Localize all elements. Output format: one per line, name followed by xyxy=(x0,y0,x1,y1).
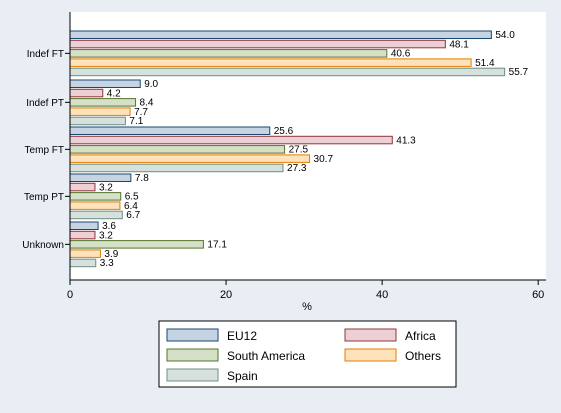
value-label: 48.1 xyxy=(449,39,469,50)
bar-africa-indef-ft xyxy=(69,39,446,49)
bars-group xyxy=(69,30,506,268)
value-label: 55.7 xyxy=(509,67,529,78)
value-label: 41.3 xyxy=(396,135,416,146)
value-label: 40.6 xyxy=(391,49,411,60)
x-tick-label: 40 xyxy=(376,289,388,301)
y-tick-label: Temp PT xyxy=(24,192,64,203)
legend-swatch xyxy=(166,348,219,362)
bar-others-unknown xyxy=(69,249,101,258)
legend: EU12 Africa South America Others Spain xyxy=(158,320,457,388)
value-label: 51.4 xyxy=(475,58,495,69)
bar-spain-unknown xyxy=(69,258,97,268)
bar-africa-unknown xyxy=(69,230,96,240)
value-label: 3.9 xyxy=(104,249,118,260)
y-tick-label: Indef FT xyxy=(27,49,64,60)
bar-south-america-indef-ft xyxy=(69,49,388,58)
value-label: 3.2 xyxy=(99,182,113,193)
value-label: 9.0 xyxy=(144,79,158,90)
bar-others-temp-ft xyxy=(69,154,311,163)
bar-others-indef-ft xyxy=(69,58,472,67)
bar-spain-indef-pt xyxy=(69,116,126,126)
value-label: 3.6 xyxy=(102,221,116,232)
bar-spain-temp-pt xyxy=(69,210,123,220)
x-axis: 0 20 40 60 xyxy=(67,279,546,301)
legend-swatch xyxy=(344,328,397,342)
bar-africa-temp-pt xyxy=(69,182,96,192)
legend-label: South America xyxy=(227,349,305,363)
bar-eu12-temp-pt xyxy=(69,173,132,182)
bar-africa-temp-ft xyxy=(69,135,393,145)
legend-label: Spain xyxy=(227,369,258,383)
value-label: 6.5 xyxy=(125,192,139,203)
value-label: 7.1 xyxy=(129,116,143,127)
bar-others-temp-pt xyxy=(69,201,121,210)
value-label: 6.7 xyxy=(126,210,140,221)
value-label: 7.7 xyxy=(134,107,148,118)
x-tick-label: 20 xyxy=(220,289,232,301)
x-tick-label: 0 xyxy=(67,289,73,301)
bar-others-indef-pt xyxy=(69,107,131,116)
value-label: 3.3 xyxy=(100,258,114,269)
bar-south-america-unknown xyxy=(69,240,204,249)
bar-south-america-temp-ft xyxy=(69,145,286,154)
value-labels-group: 54.0 48.1 40.6 51.4 55.7 9.0 4.2 8.47.77.1 25.6 4… xyxy=(99,30,529,269)
legend-swatch xyxy=(166,328,219,342)
bar-eu12-indef-ft xyxy=(69,30,492,39)
value-label: 4.2 xyxy=(107,88,121,99)
y-axis: Indef FT Indef PT Temp FT Temp PT Unknown xyxy=(22,12,71,280)
legend-label: Others xyxy=(405,349,441,363)
bar-spain-temp-ft xyxy=(69,163,284,173)
legend-label: Africa xyxy=(405,329,436,343)
y-tick-label: Temp FT xyxy=(25,145,64,156)
value-label: 54.0 xyxy=(495,30,515,41)
y-tick-label: Indef PT xyxy=(26,98,64,109)
legend-swatch xyxy=(166,368,219,382)
value-label: 7.8 xyxy=(135,173,149,184)
bar-south-america-indef-pt xyxy=(69,98,137,107)
value-label: 30.7 xyxy=(314,154,334,165)
y-tick-label: Unknown xyxy=(22,240,64,251)
value-label: 27.3 xyxy=(287,163,307,174)
value-label: 25.6 xyxy=(274,126,294,137)
bar-eu12-unknown xyxy=(69,221,99,230)
bar-eu12-temp-ft xyxy=(69,126,271,135)
x-axis-label: % xyxy=(302,301,312,313)
value-label: 17.1 xyxy=(207,240,227,251)
bar-south-america-temp-pt xyxy=(69,192,122,201)
x-tick-label: 60 xyxy=(532,289,544,301)
value-label: 3.2 xyxy=(99,230,113,241)
legend-swatch xyxy=(344,348,397,362)
bar-africa-indef-pt xyxy=(69,88,104,98)
value-label: 8.4 xyxy=(140,98,154,109)
value-label: 6.4 xyxy=(124,201,138,212)
bar-eu12-indef-pt xyxy=(69,79,141,88)
value-label: 27.5 xyxy=(289,145,309,156)
legend-label: EU12 xyxy=(227,329,257,343)
bar-spain-indef-ft xyxy=(69,67,506,77)
